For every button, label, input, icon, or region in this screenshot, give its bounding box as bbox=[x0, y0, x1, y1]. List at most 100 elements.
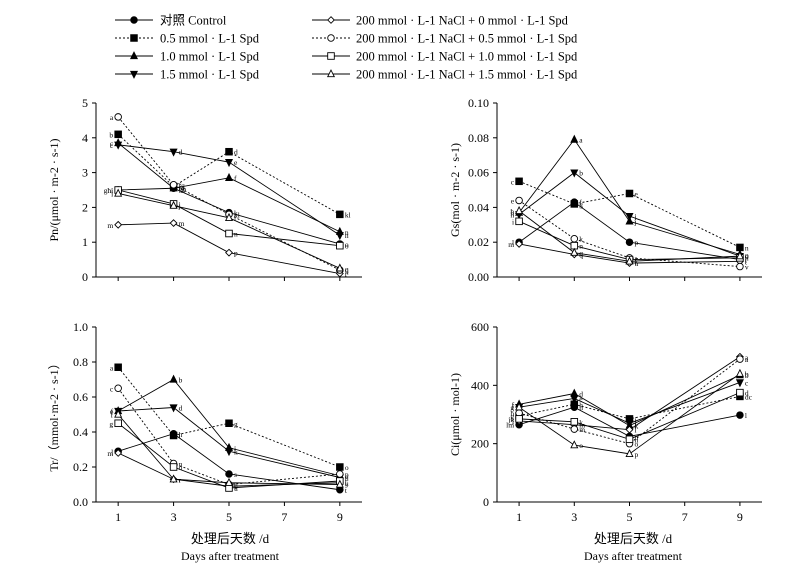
y-tick-label: 0.04 bbox=[468, 200, 489, 214]
data-point bbox=[169, 474, 178, 483]
legend-marker bbox=[327, 52, 335, 60]
data-label: kl bbox=[234, 210, 240, 219]
data-label: m bbox=[107, 221, 113, 230]
data-label: g bbox=[234, 419, 238, 428]
data-label: m bbox=[579, 425, 585, 434]
x-axis-titles: 处理后天数 /d Days after treatment 处理后天数 /d D… bbox=[181, 531, 683, 563]
data-point bbox=[570, 134, 579, 143]
data-point bbox=[515, 402, 524, 411]
data-point bbox=[736, 411, 744, 419]
series-line bbox=[118, 433, 340, 491]
x-tick-label: 1 bbox=[516, 510, 522, 524]
y-tick-label: 0.0 bbox=[73, 495, 88, 509]
series-line bbox=[117, 422, 340, 489]
data-point bbox=[114, 449, 123, 457]
series-2: c g e n bbox=[511, 177, 749, 252]
series-3: e b j q bbox=[110, 374, 349, 481]
data-point bbox=[225, 147, 233, 156]
x-axis-label-en-right: Days after treatment bbox=[584, 549, 683, 563]
data-point bbox=[114, 384, 122, 393]
legend-marker bbox=[130, 34, 138, 42]
data-point bbox=[169, 431, 178, 440]
data-point bbox=[335, 263, 344, 272]
data-label: o bbox=[345, 463, 349, 472]
data-label: b bbox=[745, 370, 749, 379]
data-label: d bbox=[234, 148, 238, 157]
data-label: j bbox=[634, 217, 637, 226]
y-tick-label: 1 bbox=[82, 235, 88, 249]
data-label: d bbox=[579, 390, 583, 399]
data-label: q bbox=[579, 249, 583, 258]
series-5: m m p r bbox=[107, 219, 348, 278]
data-label: k bbox=[635, 422, 639, 431]
data-label: fg bbox=[179, 181, 185, 190]
y-tick-label: 400 bbox=[471, 378, 489, 392]
series-line bbox=[518, 210, 740, 262]
data-point bbox=[225, 229, 233, 238]
legend-label: 200 mmol · L-1 NaCl + 0.5 mmol · L-1 Spd bbox=[356, 32, 578, 46]
data-label: q bbox=[345, 472, 349, 481]
data-label: q bbox=[579, 250, 583, 259]
data-point bbox=[625, 238, 634, 246]
x-tick-label: 9 bbox=[337, 510, 343, 524]
data-label: s bbox=[234, 470, 237, 479]
data-label: k bbox=[579, 235, 583, 244]
legend-right-entry: 200 mmol · L-1 NaCl + 1.5 mmol · L-1 Spd bbox=[312, 68, 578, 82]
data-label: i bbox=[512, 417, 514, 426]
data-label: u bbox=[234, 479, 238, 488]
data-point bbox=[570, 200, 579, 208]
data-label: r bbox=[635, 254, 638, 263]
legend-left-entry: 0.5 mmol · L-1 Spd bbox=[115, 32, 260, 46]
data-label: g bbox=[510, 403, 514, 412]
legend-marker bbox=[327, 34, 335, 42]
x-axis-label-en-left: Days after treatment bbox=[181, 549, 280, 563]
data-point bbox=[570, 418, 579, 426]
data-label: e bbox=[635, 189, 639, 198]
panel-tr: 0.0 0.2 0.4 0.6 0.8 1.0 1 3 5 7 9 Tr/（mmol·m-2 · s-… bbox=[47, 320, 362, 524]
data-point bbox=[224, 172, 234, 181]
data-label: r bbox=[179, 475, 182, 484]
data-point bbox=[169, 148, 178, 157]
series-line bbox=[117, 133, 341, 215]
data-label: i bbox=[512, 217, 514, 226]
data-label: u bbox=[635, 259, 639, 268]
data-point bbox=[225, 470, 233, 478]
data-label: p bbox=[635, 450, 639, 459]
series-line bbox=[117, 378, 340, 477]
data-point bbox=[114, 220, 123, 229]
y-tick-label: 0.2 bbox=[73, 460, 88, 474]
series-line bbox=[117, 142, 341, 233]
data-label: t bbox=[234, 481, 237, 490]
legend-label: 200 mmol · L-1 NaCl + 1.5 mmol · L-1 Spd bbox=[356, 68, 578, 82]
data-point bbox=[625, 189, 634, 198]
data-point bbox=[336, 210, 344, 219]
data-label: t bbox=[345, 486, 348, 495]
series-line bbox=[118, 144, 341, 236]
y-tick-label: 0.00 bbox=[468, 270, 489, 284]
data-point bbox=[515, 177, 523, 186]
data-label: o bbox=[345, 242, 349, 251]
data-label: hi bbox=[107, 186, 113, 195]
series-line bbox=[118, 222, 340, 274]
data-point bbox=[515, 240, 524, 248]
panel-pn: 0 1 2 3 4 5 Pn/(μmol · m-2 · s-1) hi gh k o b f d kl c f… bbox=[47, 96, 362, 284]
data-label: m bbox=[579, 421, 585, 430]
data-label: n bbox=[579, 242, 583, 251]
data-point bbox=[735, 368, 744, 377]
x-tick-label: 3 bbox=[171, 510, 177, 524]
data-point bbox=[169, 404, 178, 413]
data-label: kl bbox=[345, 210, 351, 219]
data-point bbox=[515, 415, 523, 423]
data-label: a bbox=[745, 355, 749, 364]
y-tick-label: 2 bbox=[82, 200, 88, 214]
legend-label: 1.5 mmol · L-1 Spd bbox=[160, 68, 260, 82]
data-label: n bbox=[635, 432, 639, 441]
data-label: c bbox=[511, 177, 515, 186]
data-point bbox=[169, 200, 178, 209]
x-tick-label: 7 bbox=[281, 510, 287, 524]
data-point bbox=[736, 355, 744, 363]
y-tick-label: 0.06 bbox=[468, 166, 489, 180]
x-tick-label: 5 bbox=[627, 510, 633, 524]
data-label: f bbox=[111, 411, 114, 420]
